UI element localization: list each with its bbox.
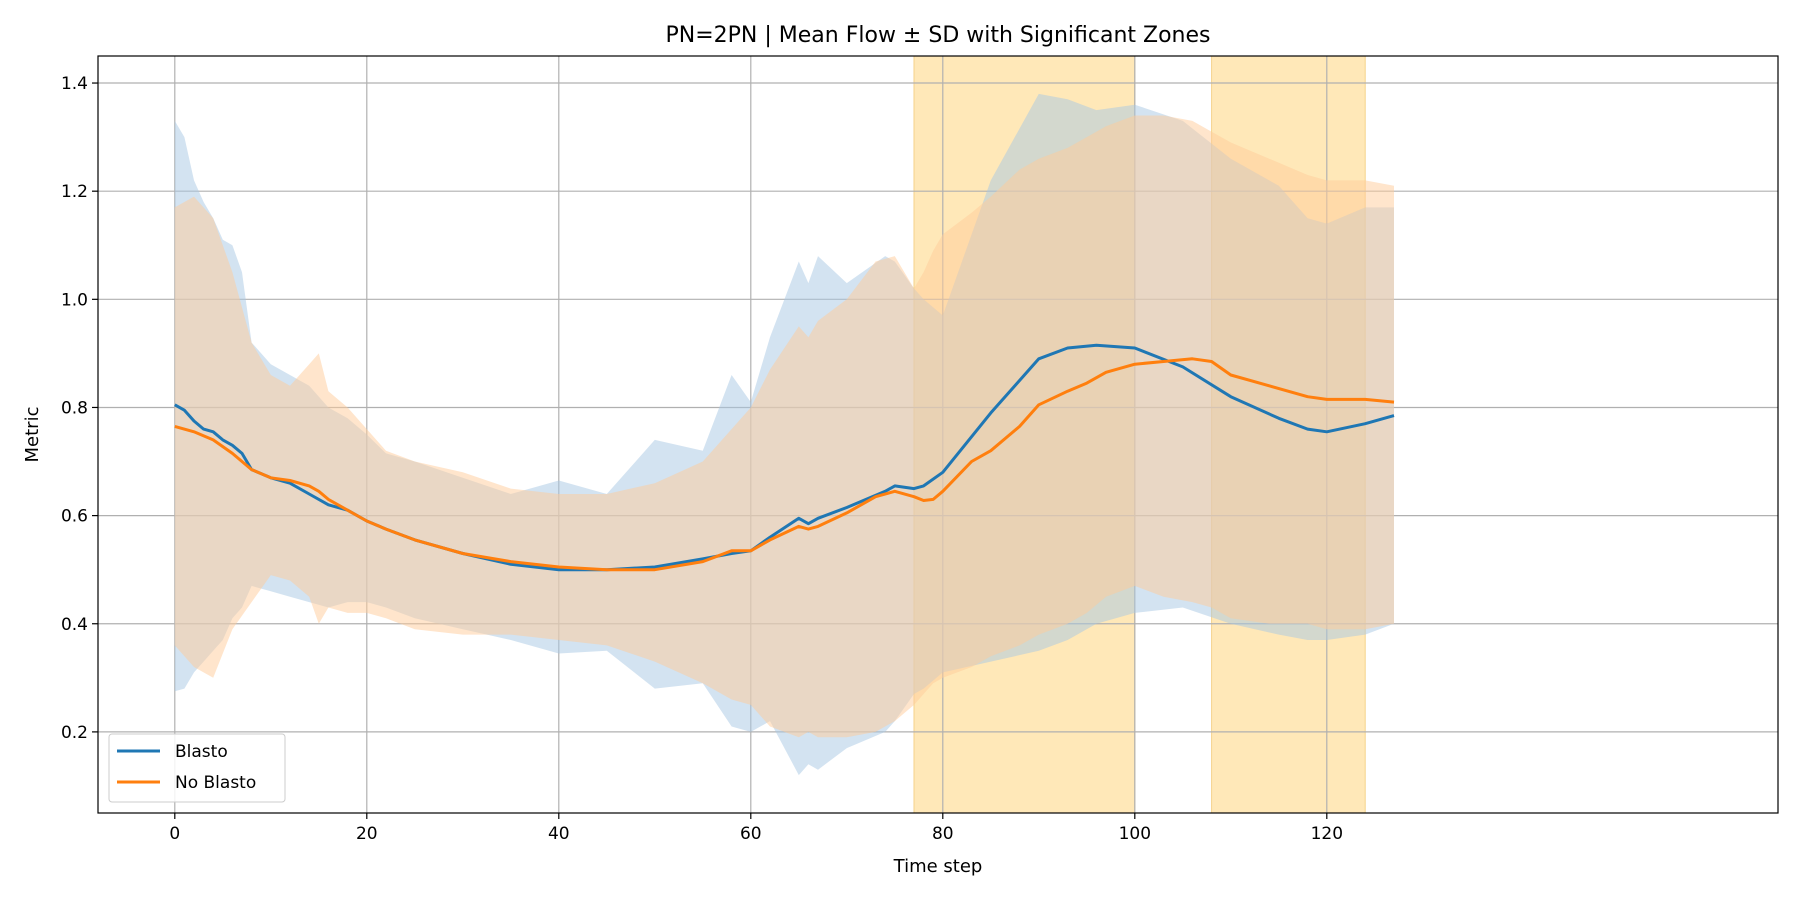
x-tick-label: 60: [740, 824, 762, 844]
mean-line-no-blasto: [174, 357, 1395, 572]
x-tick-label: 100: [1119, 824, 1151, 844]
x-tick-label: 0: [169, 824, 180, 844]
x-tick-label: 80: [932, 824, 954, 844]
sd-bands: [174, 93, 1394, 776]
y-tick-label: 0.4: [61, 615, 88, 635]
x-tick-label: 20: [356, 824, 378, 844]
y-axis-ticks: 0.2 0.4 0.6 0.8 1.0 1.2 1.4: [61, 74, 98, 743]
x-tick-label: 120: [1311, 824, 1343, 844]
y-tick-label: 1.0: [61, 290, 88, 310]
mean-line-blasto: [174, 343, 1395, 572]
legend: Blasto No Blasto: [108, 733, 286, 803]
legend-label-no-blasto: No Blasto: [175, 773, 256, 793]
y-tick-label: 0.6: [61, 507, 88, 527]
chart-title: PN=2PN | Mean Flow ± SD with Significant…: [666, 23, 1211, 48]
plot-frame: [97, 55, 1779, 814]
x-axis-ticks: 0 20 40 60 80 100 120: [169, 813, 1343, 844]
y-tick-label: 1.4: [61, 74, 88, 94]
sd-band-no-blasto: [174, 115, 1394, 738]
y-tick-label: 1.2: [61, 182, 88, 202]
x-axis-label: Time step: [893, 856, 983, 877]
y-axis-label: Metric: [22, 407, 43, 463]
mean-lines: [174, 343, 1395, 572]
legend-label-blasto: Blasto: [175, 742, 228, 762]
y-tick-label: 0.8: [61, 398, 88, 418]
x-tick-label: 40: [548, 824, 570, 844]
y-tick-label: 0.2: [61, 723, 88, 743]
